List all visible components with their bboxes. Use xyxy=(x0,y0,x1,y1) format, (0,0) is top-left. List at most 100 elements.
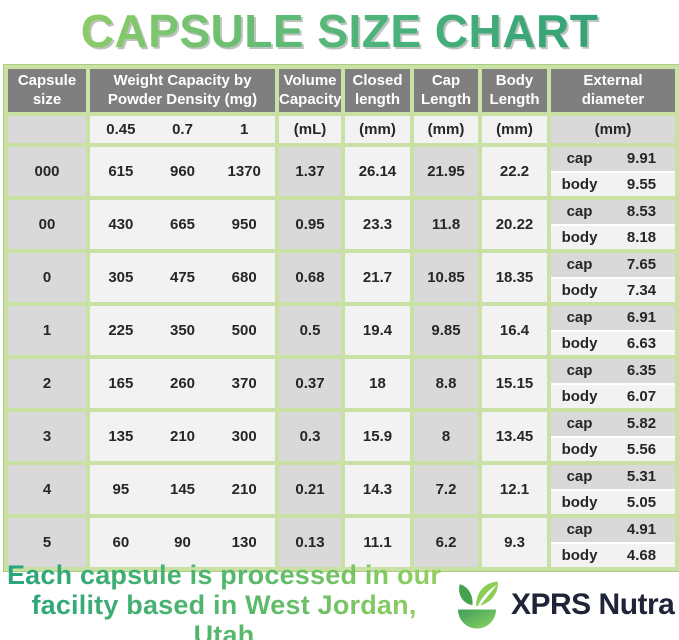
cell-weight-045: 305 xyxy=(108,269,134,286)
header-weight-capacity: Weight Capacity by Powder Density (mg) xyxy=(86,65,279,116)
external-cap-label: cap xyxy=(566,468,593,486)
cell-volume: 0.95 xyxy=(275,196,345,253)
external-body-value: 6.63 xyxy=(626,334,657,352)
cell-weight-1: 1370 xyxy=(227,163,261,180)
cell-cap-length: 8 xyxy=(410,408,482,465)
header-external-diameter: External diameter xyxy=(547,65,679,116)
cell-external-diameter: cap 7.65 body 7.34 xyxy=(547,249,679,306)
external-cap-row: cap 5.82 xyxy=(553,414,673,436)
header-capsule-size: Capsule size xyxy=(4,65,90,116)
table-body: 000 615 960 1370 1.37 26.14 21.95 22.2 cap 9.91 bo… xyxy=(4,143,679,571)
units-capsule-size-blank xyxy=(4,112,90,147)
external-cap-value: 6.35 xyxy=(626,362,657,380)
cell-weight-045: 225 xyxy=(108,322,134,339)
cell-closed-length: 26.14 xyxy=(341,143,414,200)
cell-weights: 165 260 370 xyxy=(86,355,279,412)
external-body-value: 9.55 xyxy=(626,175,657,193)
cell-capsule-size: 00 xyxy=(4,196,90,253)
external-body-value: 5.05 xyxy=(626,493,657,511)
density-045: 0.45 xyxy=(106,121,136,138)
cell-volume: 0.13 xyxy=(275,514,345,571)
external-cap-row: cap 9.91 xyxy=(553,149,673,171)
cell-capsule-size: 5 xyxy=(4,514,90,571)
cell-capsule-size: 2 xyxy=(4,355,90,412)
cell-weight-045: 95 xyxy=(112,481,130,498)
external-cap-row: cap 7.65 xyxy=(553,255,673,277)
external-cap-value: 6.91 xyxy=(626,309,657,327)
cell-external-diameter: cap 6.91 body 6.63 xyxy=(547,302,679,359)
external-body-row: body 5.56 xyxy=(553,437,673,459)
external-body-row: body 6.63 xyxy=(553,331,673,353)
footer-note: Each capsule is processed in our facilit… xyxy=(0,560,448,640)
external-body-row: body 9.55 xyxy=(553,172,673,194)
external-body-label: body xyxy=(561,281,598,299)
cell-weight-045: 135 xyxy=(108,428,134,445)
cell-external-diameter: cap 5.31 body 5.05 xyxy=(547,461,679,518)
cell-weights: 615 960 1370 xyxy=(86,143,279,200)
cell-closed-length: 18 xyxy=(341,355,414,412)
cell-weight-07: 260 xyxy=(169,375,196,392)
unit-volume: (mL) xyxy=(275,112,345,147)
brand-name: XPRS Nutra xyxy=(511,588,675,621)
table-row: 3 135 210 300 0.3 15.9 8 13.45 cap 5.82 body 5.56 xyxy=(4,408,679,465)
cell-cap-length: 10.85 xyxy=(410,249,482,306)
cell-weights: 225 350 500 xyxy=(86,302,279,359)
external-cap-label: cap xyxy=(566,256,593,274)
external-body-row: body 6.07 xyxy=(553,384,673,406)
cell-weight-045: 615 xyxy=(108,163,134,180)
cell-closed-length: 14.3 xyxy=(341,461,414,518)
cell-cap-length: 21.95 xyxy=(410,143,482,200)
external-cap-value: 5.31 xyxy=(626,468,657,486)
external-cap-label: cap xyxy=(566,203,593,221)
external-cap-value: 4.91 xyxy=(626,521,657,539)
cell-weight-07: 210 xyxy=(169,428,196,445)
page-title: CAPSULE SIZE CHART xyxy=(0,0,679,59)
external-body-row: body 8.18 xyxy=(553,225,673,247)
cell-body-length: 12.1 xyxy=(478,461,551,518)
table-row: 2 165 260 370 0.37 18 8.8 15.15 cap 6.35 body 6.07 xyxy=(4,355,679,412)
cell-body-length: 18.35 xyxy=(478,249,551,306)
header-cap-length: Cap Length xyxy=(410,65,482,116)
external-cap-value: 8.53 xyxy=(626,203,657,221)
unit-closed: (mm) xyxy=(341,112,414,147)
cell-cap-length: 11.8 xyxy=(410,196,482,253)
external-body-row: body 4.68 xyxy=(553,543,673,565)
cell-weight-07: 475 xyxy=(169,269,196,286)
footer-note-line2: facility based in West Jordan, Utah xyxy=(31,589,417,640)
cell-volume: 0.5 xyxy=(275,302,345,359)
cell-cap-length: 9.85 xyxy=(410,302,482,359)
density-1: 1 xyxy=(240,121,249,138)
cell-capsule-size: 3 xyxy=(4,408,90,465)
external-body-label: body xyxy=(561,387,598,405)
cell-weight-1: 130 xyxy=(231,534,257,551)
cell-weight-1: 210 xyxy=(231,481,257,498)
external-cap-label: cap xyxy=(566,521,593,539)
cell-weight-1: 500 xyxy=(231,322,257,339)
external-body-label: body xyxy=(561,493,598,511)
external-cap-label: cap xyxy=(566,362,593,380)
brand-lockup: XPRS Nutra xyxy=(448,576,675,634)
cell-capsule-size: 1 xyxy=(4,302,90,359)
cell-body-length: 22.2 xyxy=(478,143,551,200)
units-densities: 0.45 0.7 1 xyxy=(86,112,279,147)
external-cap-label: cap xyxy=(566,150,593,168)
cell-capsule-size: 000 xyxy=(4,143,90,200)
cell-body-length: 15.15 xyxy=(478,355,551,412)
table-row: 00 430 665 950 0.95 23.3 11.8 20.22 cap 8.53 body 8… xyxy=(4,196,679,253)
footer: Each capsule is processed in our facilit… xyxy=(0,574,679,636)
cell-volume: 0.37 xyxy=(275,355,345,412)
external-body-value: 4.68 xyxy=(626,546,657,564)
cell-weight-045: 430 xyxy=(108,216,134,233)
cell-external-diameter: cap 5.82 body 5.56 xyxy=(547,408,679,465)
external-cap-value: 5.82 xyxy=(626,415,657,433)
cell-cap-length: 7.2 xyxy=(410,461,482,518)
table-row: 0 305 475 680 0.68 21.7 10.85 18.35 cap 7.65 body 7… xyxy=(4,249,679,306)
cell-volume: 1.37 xyxy=(275,143,345,200)
external-cap-row: cap 6.35 xyxy=(553,361,673,383)
cell-weight-1: 950 xyxy=(231,216,257,233)
cell-weight-1: 370 xyxy=(231,375,257,392)
cell-external-diameter: cap 9.91 body 9.55 xyxy=(547,143,679,200)
cell-weight-045: 60 xyxy=(112,534,130,551)
cell-volume: 0.21 xyxy=(275,461,345,518)
